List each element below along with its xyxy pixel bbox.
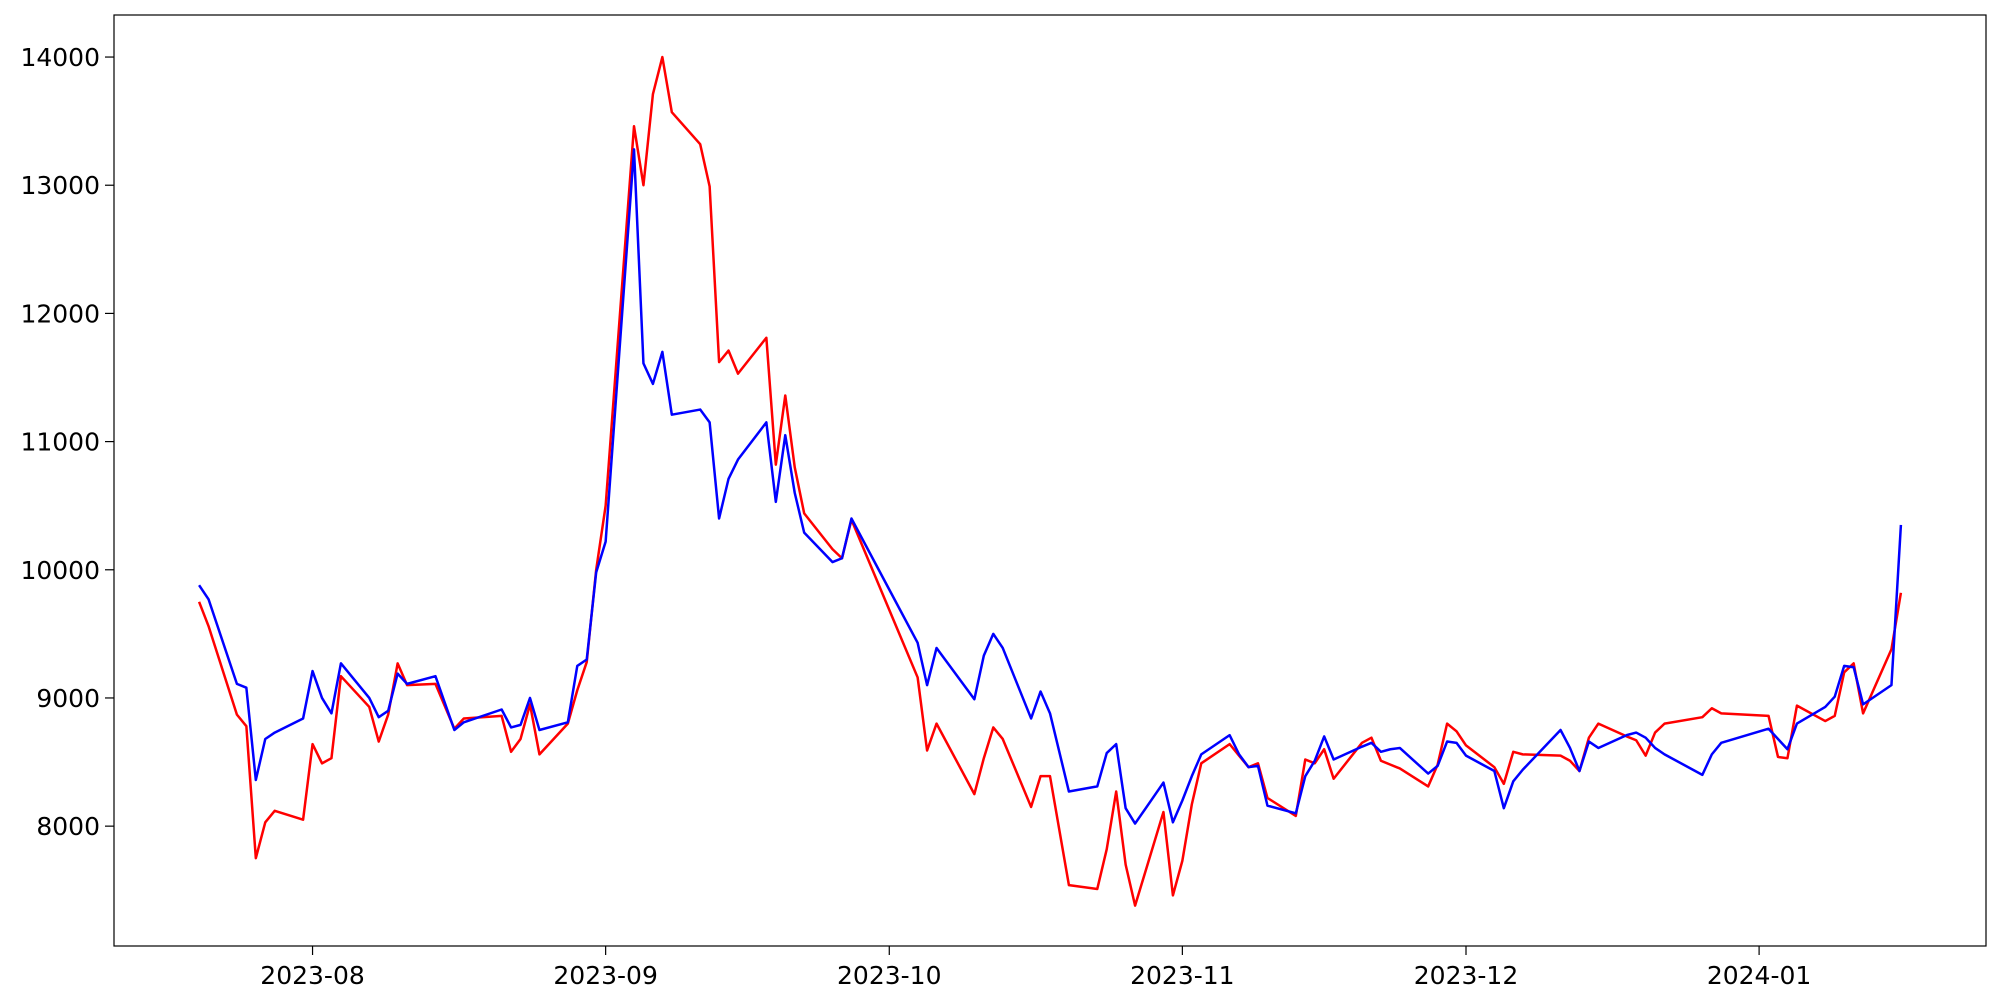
x-tick-label: 2023-08 bbox=[260, 961, 364, 990]
y-tick-label: 9000 bbox=[36, 684, 100, 713]
series-line bbox=[198, 148, 1903, 825]
y-tick-label: 12000 bbox=[20, 299, 100, 328]
x-tick-label: 2023-09 bbox=[553, 961, 657, 990]
x-tick-label: 2023-12 bbox=[1414, 961, 1518, 990]
y-tick-label: 8000 bbox=[36, 812, 100, 841]
y-tick-label: 11000 bbox=[20, 428, 100, 457]
y-tick-label: 10000 bbox=[20, 556, 100, 585]
plot-frame bbox=[113, 14, 1987, 947]
y-tick-label: 14000 bbox=[20, 43, 100, 72]
x-tick-label: 2023-11 bbox=[1130, 961, 1234, 990]
x-tick-label: 2023-10 bbox=[837, 961, 941, 990]
y-tick-label: 13000 bbox=[20, 171, 100, 200]
x-tick-label: 2024-01 bbox=[1707, 961, 1811, 990]
